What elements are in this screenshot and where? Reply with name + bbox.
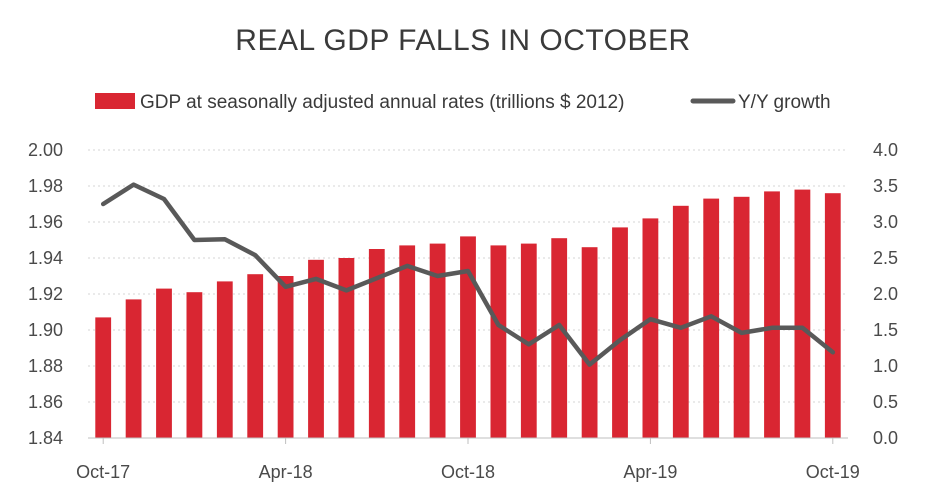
left-axis-tick-label: 1.96	[28, 212, 63, 232]
legend: GDP at seasonally adjusted annual rates …	[95, 92, 831, 113]
legend-label-growth: Y/Y growth	[738, 92, 831, 113]
gdp-bar	[642, 218, 659, 438]
gdp-bar	[460, 236, 476, 438]
gdp-bar	[216, 281, 233, 438]
gdp-bar	[490, 245, 507, 438]
gdp-bar	[612, 227, 628, 438]
gdp-bar	[794, 189, 811, 438]
gdp-bar	[764, 191, 780, 438]
x-axis-tick-label: Oct-19	[806, 462, 860, 482]
right-axis-tick-label: 0.5	[873, 392, 898, 412]
x-axis-tick-label: Oct-18	[441, 462, 495, 482]
gdp-bar	[551, 238, 568, 438]
gdp-bar	[186, 292, 203, 438]
line-series	[100, 182, 836, 367]
x-axis-tick-label: Apr-19	[623, 462, 677, 482]
gdp-bar	[368, 249, 385, 438]
right-axis-tick-label: 4.0	[873, 140, 898, 160]
legend-swatch-gdp	[95, 93, 135, 109]
gdp-bar	[824, 193, 841, 438]
left-axis-tick-label: 2.00	[28, 140, 63, 160]
chart-title: REAL GDP FALLS IN OCTOBER	[235, 24, 690, 57]
legend-label-gdp: GDP at seasonally adjusted annual rates …	[140, 92, 624, 113]
left-axis-tick-label: 1.98	[28, 176, 63, 196]
gdp-bar	[733, 196, 750, 438]
gdp-bar	[95, 317, 112, 438]
gdp-bar	[156, 288, 172, 438]
right-axis-tick-label: 1.5	[873, 320, 898, 340]
gdp-bar	[338, 258, 355, 438]
gdp-bar	[672, 205, 689, 438]
gdp-bar	[581, 247, 598, 438]
left-axis-tick-label: 1.86	[28, 392, 63, 412]
right-axis-tick-label: 3.5	[873, 176, 898, 196]
x-axis-tick-label: Oct-17	[76, 462, 130, 482]
right-axis-tick-label: 1.0	[873, 356, 898, 376]
right-axis-tick-label: 3.0	[873, 212, 898, 232]
left-axis-tick-label: 1.94	[28, 248, 63, 268]
x-axis-tick-label: Apr-18	[259, 462, 313, 482]
left-axis-tick-label: 1.84	[28, 428, 63, 448]
gdp-bar	[399, 245, 416, 438]
right-axis-tick-label: 2.0	[873, 284, 898, 304]
gdp-bar	[520, 243, 537, 438]
right-axis-tick-label: 2.5	[873, 248, 898, 268]
left-axis-tick-label: 1.90	[28, 320, 63, 340]
gdp-bar	[125, 299, 142, 438]
axes: 1.84 0.0 1.86 0.5 1.88 1.0 1.90 1.5 1.92 2.0 1.94 2…	[28, 140, 898, 482]
bar-series	[95, 189, 841, 438]
gdp-bar	[308, 259, 324, 438]
gdp-bar	[429, 243, 446, 438]
gdp-bar	[277, 276, 294, 438]
gdp-bar	[247, 274, 264, 438]
left-axis-tick-label: 1.92	[28, 284, 63, 304]
left-axis-tick-label: 1.88	[28, 356, 63, 376]
right-axis-tick-label: 0.0	[873, 428, 898, 448]
